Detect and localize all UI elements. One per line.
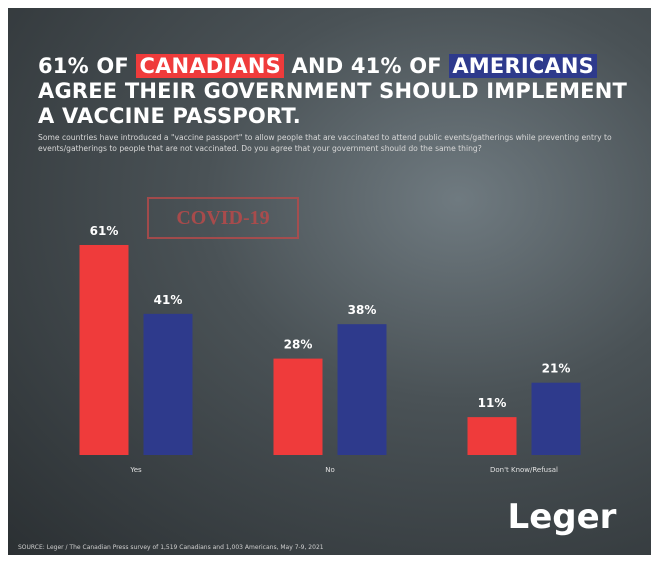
- highlight: AMERICANS: [449, 54, 598, 78]
- highlight: CANADIANS: [136, 54, 284, 78]
- title-text: AND 41% OF: [283, 54, 450, 78]
- source: SOURCE: Leger / The Canadian Press surve…: [18, 544, 324, 551]
- value-label: 38%: [348, 303, 377, 317]
- value-label: 21%: [542, 362, 571, 376]
- bar: [467, 417, 517, 455]
- subtitle: Some countries have introduced a "vaccin…: [38, 133, 612, 153]
- title-text: AGREE THEIR GOVERNMENT SHOULD IMPLEMENT …: [38, 79, 628, 128]
- x-tick-label: No: [325, 466, 335, 474]
- bar: [79, 244, 129, 455]
- stamp: COVID-19: [176, 207, 269, 229]
- value-label: 41%: [154, 293, 183, 307]
- value-label: 11%: [478, 396, 507, 410]
- x-tick-label: Don't Know/Refusal: [490, 466, 558, 474]
- bar: [337, 324, 387, 455]
- value-label: 28%: [284, 338, 313, 352]
- x-tick-label: Yes: [129, 466, 142, 474]
- bar: [143, 313, 193, 455]
- logo: Leger: [508, 497, 617, 537]
- title-text: 61% OF: [38, 54, 137, 78]
- chart-title: 61% OF CANADIANS AND 41% OF AMERICANS AG…: [38, 54, 638, 129]
- bar: [273, 358, 323, 455]
- bar: [531, 382, 581, 455]
- stamp-frame: [147, 197, 299, 239]
- value-label: 61%: [90, 224, 119, 238]
